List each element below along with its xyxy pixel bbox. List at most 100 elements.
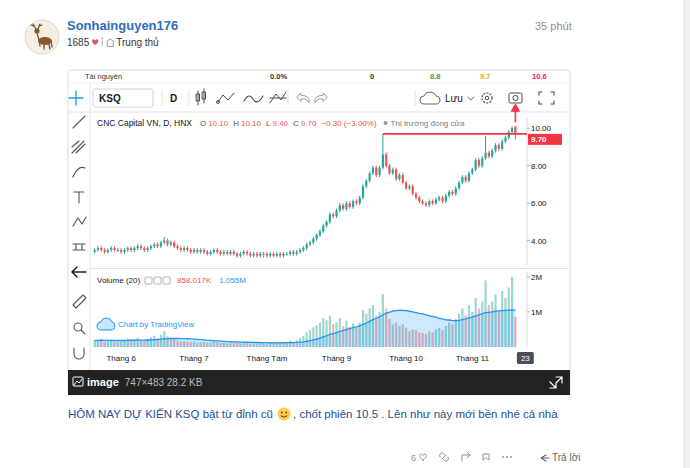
- candle-body: [435, 199, 437, 203]
- link-icon: [440, 453, 449, 461]
- tool-icon: [73, 244, 85, 250]
- candle-body: [196, 250, 198, 252]
- candle-wick: [323, 224, 324, 233]
- tool-icon: [73, 167, 85, 177]
- cloud-icon: [420, 92, 440, 104]
- candle-wick: [250, 252, 251, 258]
- candle-body: [150, 246, 152, 248]
- volume-last-value: 858.017K: [177, 276, 212, 285]
- candle-body: [104, 250, 106, 252]
- y-tick: [527, 203, 530, 204]
- volume-title-icon: [154, 277, 161, 284]
- candle-body: [428, 201, 430, 205]
- camera-icon: [509, 93, 522, 103]
- candle-body: [309, 243, 311, 245]
- y-tick-label: 1M: [531, 308, 542, 317]
- candles-icon: [197, 89, 206, 105]
- candle-wick: [419, 196, 420, 203]
- stats: 1685: [67, 37, 90, 48]
- market-status: Thị trường đóng cửa: [391, 119, 465, 128]
- candle-body: [107, 250, 109, 252]
- candle-wick: [280, 252, 281, 258]
- candle-body: [491, 151, 493, 157]
- candle-body: [289, 252, 291, 254]
- candle-wick: [502, 139, 503, 150]
- candle-body: [438, 198, 440, 200]
- y-tick: [527, 128, 530, 129]
- candle-wick: [449, 190, 450, 197]
- candle-wick: [150, 244, 151, 250]
- candle-body: [365, 181, 367, 187]
- candle-wick: [141, 244, 142, 250]
- candle-body: [210, 252, 212, 254]
- candle-wick: [300, 248, 301, 254]
- candle-body: [239, 254, 241, 256]
- candle-wick: [319, 229, 320, 236]
- candle-wick: [157, 243, 158, 249]
- page: Sonhainguyen1761685Trung thủ35 phútTài n…: [0, 0, 690, 468]
- candle-body: [229, 252, 231, 254]
- toolbar-border: [68, 112, 570, 113]
- candle-body: [458, 183, 460, 189]
- candle-body: [339, 205, 341, 211]
- candle-wick: [147, 246, 148, 252]
- watermark: Chart by TradingView: [118, 320, 195, 329]
- candle-body: [511, 128, 513, 132]
- candle-body: [163, 241, 165, 243]
- candle-body: [408, 186, 410, 188]
- avatar-legs: [37, 33, 52, 49]
- chart-title: CNC Capital VN, D, HNX: [97, 118, 192, 128]
- candle-wick: [515, 126, 516, 139]
- candle-wick: [207, 250, 208, 256]
- candle-body: [219, 252, 221, 254]
- top-row-border: [68, 83, 570, 84]
- candle-wick: [253, 252, 254, 258]
- candle-wick: [276, 252, 277, 258]
- change: −0.30 (−3.00%): [321, 119, 376, 128]
- tool-icon: [74, 192, 84, 203]
- candle-body: [475, 160, 477, 169]
- ohlc-key: L: [266, 119, 271, 128]
- background: [0, 0, 690, 468]
- candle-wick: [283, 252, 284, 258]
- candle-body: [216, 250, 218, 252]
- candle-body: [286, 253, 288, 255]
- candle-body: [362, 186, 364, 197]
- candle-body: [352, 201, 354, 207]
- candle-body: [233, 252, 235, 254]
- toolbar-separator: [189, 90, 190, 106]
- candle-body: [316, 235, 318, 239]
- tool-icon: [73, 295, 86, 308]
- tool-icon: [74, 348, 84, 359]
- candle-wick: [233, 250, 234, 256]
- candle-body: [325, 222, 327, 226]
- ohlc-key: H: [233, 119, 239, 128]
- line-icon: [244, 96, 263, 102]
- tool-icon: [73, 217, 86, 226]
- top-row-cell: 9.7: [480, 72, 490, 81]
- candle-wick: [382, 134, 383, 170]
- candle-wick: [247, 250, 248, 256]
- candle-body: [140, 246, 142, 248]
- candle-wick: [310, 241, 311, 247]
- candle-wick: [210, 250, 211, 256]
- candle-body: [137, 246, 139, 248]
- candle-wick: [329, 213, 330, 224]
- candle-body: [494, 145, 496, 151]
- y-tick: [527, 276, 530, 277]
- candle-wick: [293, 250, 294, 256]
- reply-button[interactable]: Trả lời: [552, 452, 580, 463]
- sidebar: [684, 0, 690, 468]
- candle-body: [369, 173, 371, 180]
- candle-body: [130, 248, 132, 250]
- candle-body: [276, 254, 278, 256]
- candle-body: [147, 248, 149, 250]
- candle-body: [173, 243, 175, 247]
- candle-wick: [422, 199, 423, 205]
- candle-body: [127, 248, 129, 250]
- candle-wick: [121, 248, 122, 254]
- volume-ma-area: [95, 310, 516, 347]
- save: Lưu: [445, 93, 463, 104]
- candle-body: [402, 175, 404, 182]
- candle-wick: [488, 151, 489, 158]
